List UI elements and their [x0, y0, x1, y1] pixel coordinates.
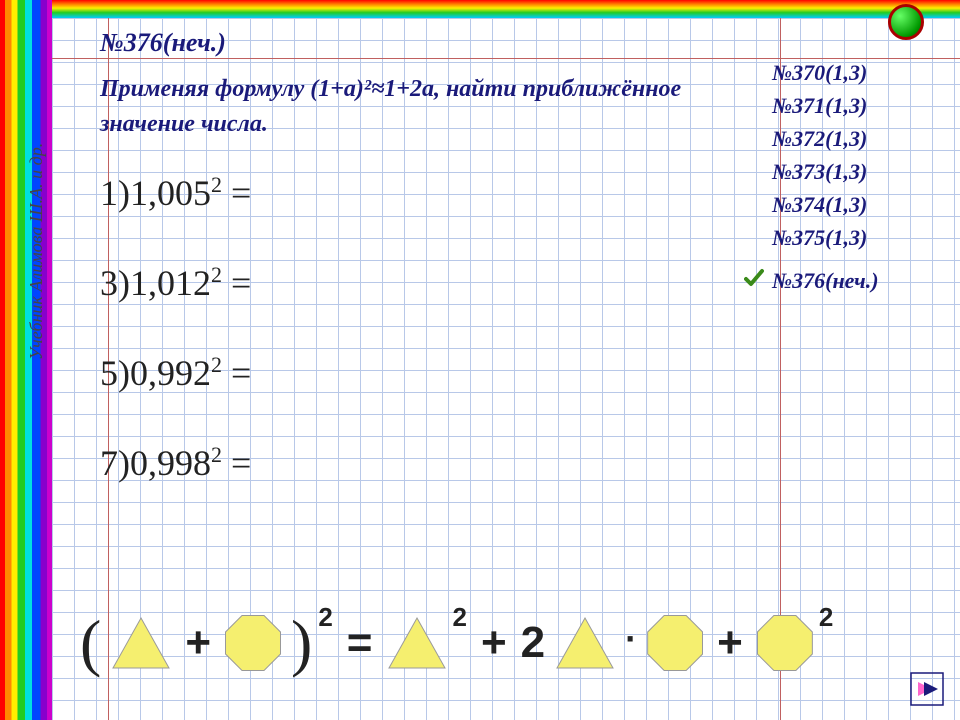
- plus-sign: +: [481, 618, 507, 668]
- plus-sign: +: [185, 618, 211, 668]
- next-slide-button[interactable]: [910, 672, 944, 706]
- problem-equals: =: [222, 263, 251, 303]
- left-paren: (: [80, 606, 101, 680]
- rainbow-border-left: [0, 0, 52, 720]
- problem-number: 7): [100, 443, 130, 483]
- problem-7: 7)0,9982 =: [100, 442, 720, 484]
- coefficient-two: 2: [521, 618, 545, 668]
- nav-item-374[interactable]: №374(1,3): [772, 188, 932, 221]
- nav-label: №375(1,3): [772, 225, 867, 250]
- nav-label: №374(1,3): [772, 192, 867, 217]
- problem-base: 1,012: [130, 263, 211, 303]
- main-content: №376(неч.) Применяя формулу (1+a)²≈1+2a,…: [100, 28, 720, 532]
- squared-exponent: 2: [819, 602, 833, 633]
- octagon-shape-b: [225, 615, 281, 671]
- problem-equals: =: [222, 173, 251, 213]
- nav-label: №370(1,3): [772, 60, 867, 85]
- nav-item-371[interactable]: №371(1,3): [772, 89, 932, 122]
- octagon-shape-b3: [757, 615, 813, 671]
- nav-item-373[interactable]: №373(1,3): [772, 155, 932, 188]
- problem-1: 1)1,0052 =: [100, 172, 720, 214]
- nav-label: №371(1,3): [772, 93, 867, 118]
- exercise-instruction: Применяя формулу (1+a)²≈1+2a, найти приб…: [100, 72, 720, 142]
- squared-exponent: 2: [453, 602, 467, 633]
- problem-exponent: 2: [211, 172, 222, 197]
- triangle-shape-a: [111, 616, 171, 670]
- problem-equals: =: [222, 443, 251, 483]
- problem-exponent: 2: [211, 442, 222, 467]
- home-button-ball[interactable]: [888, 4, 924, 40]
- nav-label: №372(1,3): [772, 126, 867, 151]
- multiply-dot: ·: [625, 618, 637, 660]
- checkmark-icon: [744, 268, 764, 288]
- squared-exponent: 2: [318, 602, 332, 633]
- triangle-shape-a3: [555, 616, 615, 670]
- problem-exponent: 2: [211, 352, 222, 377]
- problem-number: 1): [100, 173, 130, 213]
- problem-exponent: 2: [211, 262, 222, 287]
- problem-base: 0,992: [130, 353, 211, 393]
- problem-5: 5)0,9922 =: [100, 352, 720, 394]
- exercise-title: №376(неч.): [100, 28, 720, 58]
- right-paren: ): [291, 606, 312, 680]
- nav-item-370[interactable]: №370(1,3): [772, 56, 932, 89]
- nav-label: №373(1,3): [772, 159, 867, 184]
- problem-3: 3)1,0122 =: [100, 262, 720, 304]
- problem-base: 1,005: [130, 173, 211, 213]
- problem-number: 3): [100, 263, 130, 303]
- author-credit: Учебник Алимова Ш.А. и др.: [26, 143, 47, 360]
- problem-base: 0,998: [130, 443, 211, 483]
- problem-equals: =: [222, 353, 251, 393]
- rainbow-border-top: [0, 0, 960, 18]
- equals-sign: =: [347, 618, 373, 668]
- plus-sign: +: [717, 618, 743, 668]
- nav-item-372[interactable]: №372(1,3): [772, 122, 932, 155]
- triangle-shape-a2: [387, 616, 447, 670]
- octagon-shape-b2: [647, 615, 703, 671]
- binomial-formula: ( + ) 2 = 2 + 2 · + 2: [80, 606, 833, 680]
- nav-item-375[interactable]: №375(1,3): [772, 221, 932, 254]
- problem-number: 5): [100, 353, 130, 393]
- nav-label: №376(неч.): [772, 268, 879, 293]
- nav-item-376[interactable]: №376(неч.): [772, 264, 932, 297]
- exercise-nav-list: №370(1,3) №371(1,3) №372(1,3) №373(1,3) …: [772, 56, 932, 297]
